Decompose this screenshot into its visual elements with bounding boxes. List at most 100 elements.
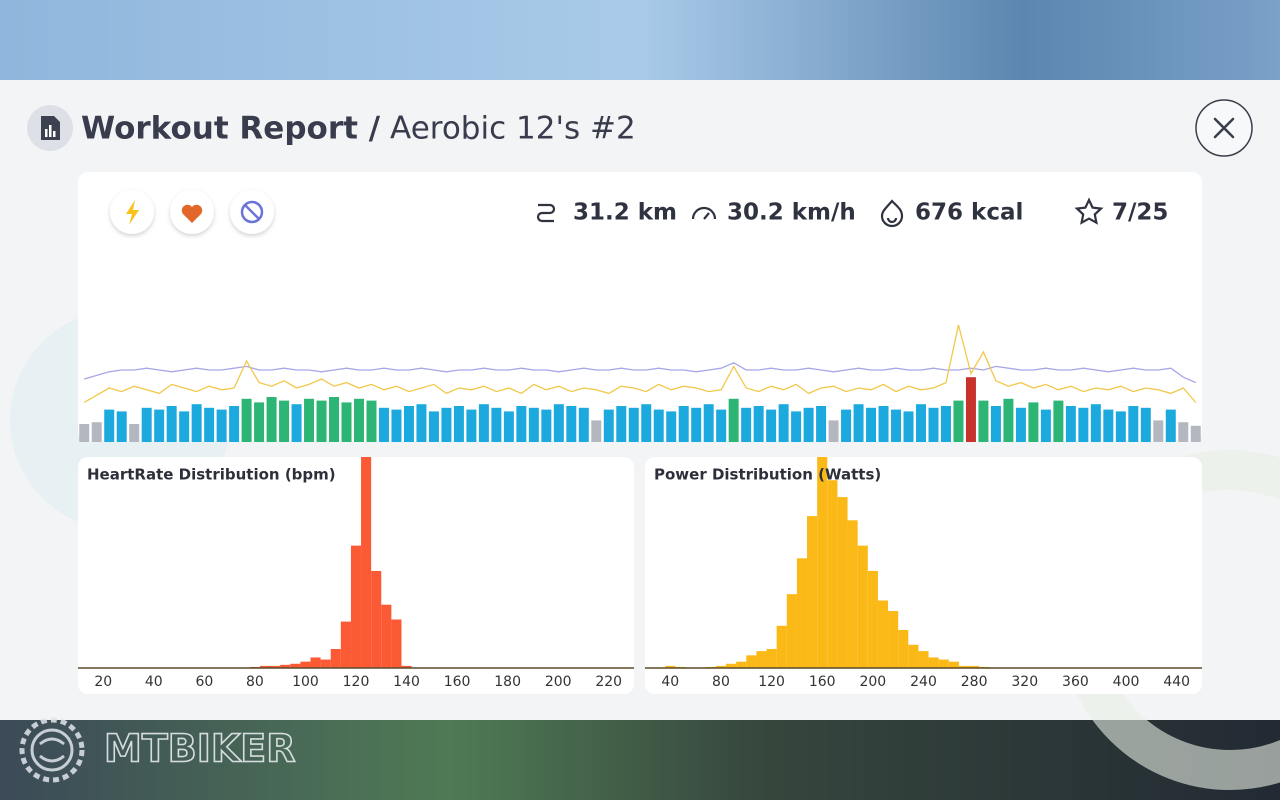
title: Workout Report / xyxy=(81,111,381,147)
power-bar xyxy=(716,409,727,442)
power-bar xyxy=(566,406,577,442)
watermark-logo xyxy=(19,717,85,783)
histogram-bar xyxy=(948,661,959,668)
power-bar xyxy=(341,402,352,442)
histogram-bar xyxy=(290,663,301,668)
power-bar xyxy=(254,402,265,442)
power-bar xyxy=(678,406,689,442)
power-bar xyxy=(591,420,602,442)
power-bar xyxy=(1190,425,1201,442)
histogram-bar xyxy=(401,665,412,668)
power-bar xyxy=(91,422,102,442)
histogram-bar xyxy=(665,665,676,668)
power-bar xyxy=(753,406,764,442)
power-bar xyxy=(1065,406,1076,442)
power-bar xyxy=(728,398,739,442)
x-tick-label: 120 xyxy=(343,674,370,690)
histogram-bar xyxy=(807,516,818,668)
power-bar xyxy=(891,409,902,442)
power-bar xyxy=(1178,422,1189,442)
rating-stat: 7/25 xyxy=(1112,200,1168,226)
power-bar xyxy=(166,406,177,442)
x-tick-label: 80 xyxy=(246,674,264,690)
power-bar xyxy=(1090,404,1101,442)
x-tick-label: 80 xyxy=(712,674,730,690)
background-bottom xyxy=(0,720,1280,800)
power-bar xyxy=(1165,409,1176,442)
power-toggle[interactable] xyxy=(110,190,154,234)
power-bar xyxy=(416,404,427,442)
power-bar xyxy=(541,409,552,442)
calories-stat: 676 kcal xyxy=(915,200,1023,226)
histogram-bar xyxy=(898,630,909,668)
x-tick-label: 100 xyxy=(292,674,319,690)
power-bar xyxy=(354,398,364,442)
charts: 20 40 60 80 100 120 140 160 180 200 220 HeartRate D… xyxy=(78,324,1202,690)
histogram-bar xyxy=(715,665,727,668)
trend-line xyxy=(83,324,1197,403)
power-bar xyxy=(266,397,277,442)
power-bar xyxy=(478,404,489,442)
power-bar xyxy=(553,404,564,442)
power-bar xyxy=(116,411,127,442)
distance-stat: 31.2 km xyxy=(573,200,677,226)
summary-card xyxy=(78,172,1202,442)
power-bar xyxy=(741,407,752,442)
x-tick-label: 120 xyxy=(758,674,785,690)
power-bar xyxy=(1078,407,1089,442)
cadence-toggle[interactable] xyxy=(230,190,274,234)
power-bar xyxy=(528,407,539,442)
power-bar xyxy=(428,411,439,442)
power-bar xyxy=(1153,420,1164,442)
power-bar xyxy=(329,397,340,442)
x-tick-label: 160 xyxy=(809,674,836,690)
power-bar xyxy=(1003,398,1014,442)
histogram-bar xyxy=(786,594,797,668)
x-tick-label: 40 xyxy=(661,674,679,690)
power-bar xyxy=(503,411,514,442)
x-tick-label: 200 xyxy=(859,674,886,690)
power-bar xyxy=(703,404,714,442)
histogram-bar xyxy=(837,497,848,668)
x-tick-label: 280 xyxy=(961,674,988,690)
power-bar xyxy=(154,409,165,442)
histogram-bar xyxy=(320,659,331,668)
power-bar xyxy=(491,407,502,442)
x-tick-label: 160 xyxy=(444,674,471,690)
power-bar xyxy=(403,406,414,442)
histogram-bar xyxy=(270,665,281,668)
x-tick-label: 20 xyxy=(94,674,112,690)
power-bar xyxy=(841,409,852,442)
histogram-bar xyxy=(381,604,392,668)
power-bar xyxy=(866,407,877,442)
histogram-bar xyxy=(330,649,341,668)
histogram-bar xyxy=(726,663,737,668)
histogram-bar xyxy=(340,621,351,668)
histogram-bar xyxy=(827,480,838,668)
power-bar xyxy=(1128,406,1139,442)
power-bar xyxy=(653,409,664,442)
power-bar xyxy=(453,406,464,442)
histogram-bar xyxy=(938,659,949,668)
power-bar xyxy=(1015,407,1026,442)
power-bar xyxy=(903,411,914,442)
close-button[interactable] xyxy=(1195,99,1253,157)
heart-toggle[interactable] xyxy=(170,190,214,234)
power-bar xyxy=(316,400,327,442)
histogram-bar xyxy=(969,665,980,668)
power-bar xyxy=(641,404,652,442)
report-icon xyxy=(41,116,60,140)
background-top xyxy=(0,0,1280,80)
histogram-bar xyxy=(776,625,787,668)
power-bar xyxy=(940,406,951,442)
power-bar xyxy=(191,404,202,442)
histogram-bar xyxy=(391,619,402,668)
subtitle: Aerobic 12's #2 xyxy=(390,111,636,147)
histogram-bar xyxy=(766,649,777,668)
power-bar xyxy=(628,407,639,442)
x-tick-label: 220 xyxy=(595,674,622,690)
watermark-text: MTBIKER xyxy=(104,727,296,771)
power-bar xyxy=(578,407,589,442)
histogram-bar xyxy=(310,657,321,668)
